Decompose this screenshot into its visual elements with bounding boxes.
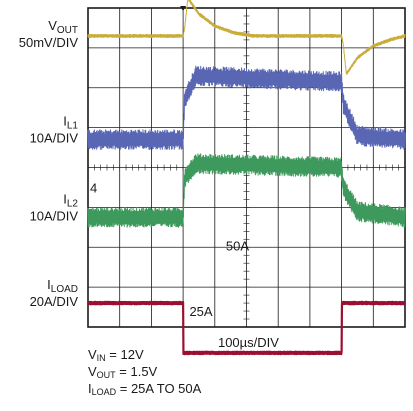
vout-condition: VOUT = 1.5V (88, 364, 158, 380)
trace-out (87, 0, 406, 76)
trace-l2 (87, 153, 406, 228)
scope-markers: 50A 25A 4 (90, 6, 249, 319)
annotation-50a: 50A (226, 238, 249, 253)
scope-traces (86, 0, 407, 356)
vin-condition: VIN = 12V (88, 347, 144, 363)
trigger-marker (180, 6, 187, 11)
trace-labels: VOUT50mV/DIVIL110A/DIVIL210A/DIVILOAD20A… (19, 18, 280, 350)
trace-scale-l1: 10A/DIV (30, 131, 79, 146)
trace-name-out: VOUT (48, 18, 78, 36)
scope-grid (87, 7, 406, 328)
trace-name-load: ILOAD (47, 277, 78, 295)
trace-scale-load: 20A/DIV (30, 294, 79, 309)
trace-scale-l2: 10A/DIV (30, 208, 79, 223)
time-scale-label: 100µs/DIV (218, 335, 279, 350)
trace-name-l1: IL1 (63, 114, 78, 132)
test-conditions: VIN = 12V VOUT = 1.5V ILOAD = 25A TO 50A (88, 346, 201, 397)
annotation-25a: 25A (189, 304, 212, 319)
trace-name-l2: IL2 (63, 191, 78, 209)
trace-l1 (87, 65, 406, 150)
trace-load (86, 300, 407, 356)
trace-scale-out: 50mV/DIV (19, 35, 79, 50)
iload-condition: ILOAD = 25A TO 50A (88, 381, 202, 397)
channel-marker-l2: 4 (90, 180, 97, 195)
